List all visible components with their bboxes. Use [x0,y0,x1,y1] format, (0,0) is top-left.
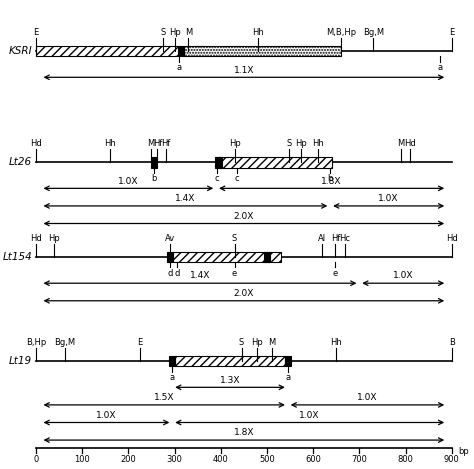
Text: e: e [333,269,338,278]
Text: b: b [328,174,333,183]
Text: 1.5X: 1.5X [154,393,174,402]
Bar [178,46,184,56]
Text: E: E [33,28,38,37]
Text: 900: 900 [444,455,460,464]
Bar [151,157,157,167]
Text: Lt154: Lt154 [2,252,32,262]
Text: M,B,Hp: M,B,Hp [326,28,356,37]
Bar [36,46,179,56]
Text: a: a [438,63,443,72]
Bar [169,356,175,366]
Text: d: d [167,269,173,278]
Text: Hd: Hd [30,139,42,148]
Text: d: d [174,269,180,278]
Text: 1.0X: 1.0X [118,176,138,186]
Text: 1.8X: 1.8X [234,428,254,437]
Text: Hp: Hp [169,28,181,37]
Text: 1.0X: 1.0X [357,393,378,402]
Text: M: M [147,139,154,148]
Text: 1.3X: 1.3X [220,376,240,385]
Text: 1.0X: 1.0X [378,194,399,203]
Text: 1.8X: 1.8X [321,176,342,186]
Bar [184,46,341,56]
Text: Hp: Hp [295,139,307,148]
Text: S: S [286,139,292,148]
Text: B,Hp: B,Hp [26,338,46,347]
Text: Lt26: Lt26 [9,158,32,167]
Text: 600: 600 [305,455,321,464]
Text: Hf: Hf [162,139,171,148]
Bar [173,252,281,262]
Text: 1.0X: 1.0X [300,411,320,420]
Text: a: a [177,63,182,72]
Text: Hf: Hf [153,139,162,148]
Text: KSRI: KSRI [9,46,32,56]
Text: Av: Av [165,234,175,243]
Text: b: b [151,174,156,183]
Text: a: a [285,373,290,382]
Text: Hh: Hh [104,139,116,148]
Text: E: E [449,28,455,37]
Text: Hh: Hh [312,139,324,148]
Bar [175,356,285,366]
Text: 1.1X: 1.1X [234,66,254,75]
Text: 700: 700 [351,455,367,464]
Text: Al: Al [319,234,327,243]
Text: Bg,M: Bg,M [363,28,384,37]
Text: bp: bp [459,446,469,456]
Text: B: B [449,338,455,347]
Text: S: S [160,28,165,37]
Text: 1.0X: 1.0X [96,411,117,420]
Text: S: S [239,338,244,347]
Text: Hp: Hp [49,234,60,243]
Text: Hc: Hc [339,234,350,243]
Text: Bg,M: Bg,M [54,338,75,347]
Text: 0: 0 [33,455,38,464]
Text: 200: 200 [120,455,136,464]
Text: M: M [185,28,192,37]
Text: a: a [170,373,175,382]
Bar [167,252,173,262]
Text: 500: 500 [259,455,275,464]
Bar [215,157,222,167]
Text: e: e [232,269,237,278]
Text: Hf: Hf [331,234,340,243]
Text: 2.0X: 2.0X [234,289,254,298]
Text: S: S [232,234,237,243]
Text: Hd: Hd [404,139,416,148]
Text: M: M [268,338,275,347]
Text: Hp: Hp [229,139,240,148]
Text: c: c [235,174,239,183]
Text: Hh: Hh [330,338,342,347]
Text: 1.0X: 1.0X [393,272,413,280]
Text: Hd: Hd [30,234,42,243]
Text: Hp: Hp [251,338,263,347]
Text: Hd: Hd [446,234,457,243]
Bar [264,252,270,262]
Text: E: E [137,338,143,347]
Text: 800: 800 [398,455,413,464]
Text: 1.4X: 1.4X [190,272,210,280]
Text: 2.0X: 2.0X [234,212,254,221]
Text: Hh: Hh [252,28,264,37]
Text: 100: 100 [74,455,90,464]
Text: 400: 400 [213,455,228,464]
Text: 300: 300 [167,455,182,464]
Bar [284,356,291,366]
Bar [216,157,332,167]
Text: M: M [397,139,404,148]
Text: Lt19: Lt19 [9,356,32,366]
Text: c: c [215,174,219,183]
Text: 1.4X: 1.4X [175,194,196,203]
